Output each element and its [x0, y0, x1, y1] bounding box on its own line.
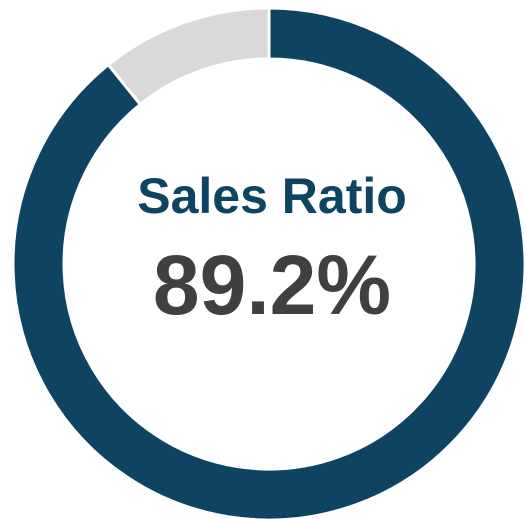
donut-segment — [106, 6, 271, 107]
chart-title: Sales Ratio — [137, 168, 407, 224]
donut-segment — [11, 6, 526, 519]
center-value-label: 89.2% — [153, 238, 391, 332]
donut — [11, 6, 526, 519]
